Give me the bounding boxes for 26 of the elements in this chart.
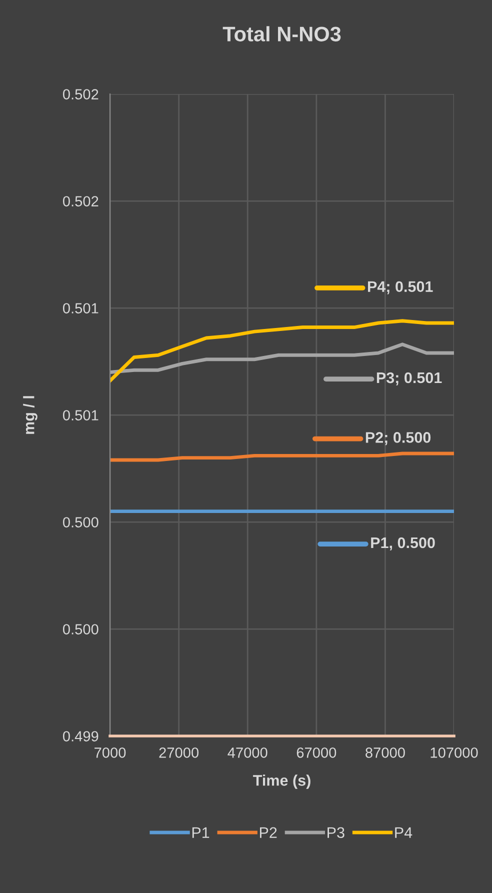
line-series [110,342,454,374]
x-tick-label: 47000 [228,748,268,758]
legend-label: P2 [260,827,277,838]
annotation: P3; 0.501 [376,372,442,386]
y-tick-label: 0.501 [62,303,98,314]
x-axis-title: Time (s) [253,774,310,789]
x-tick-label: 67000 [296,748,336,758]
y-tick-label: 0.502 [62,89,98,100]
x-tick-label: 7000 [94,748,126,758]
y-tick-label: 0.501 [62,410,98,420]
chart-title: Total N-NO3 [222,26,341,42]
x-tick-label: 27000 [159,748,199,758]
legend-label: P1 [192,827,210,838]
y-tick-label: 0.500 [62,624,98,634]
legend-label: P3 [328,827,344,838]
annotation: P4; 0.501 [368,281,433,294]
annotation: P2; 0.500 [366,432,431,446]
x-tick-label: 87000 [366,748,405,758]
y-tick-label: 0.502 [62,196,98,206]
annotation: P1, 0.500 [371,537,435,550]
line-series [110,452,454,462]
y-tick-label: 0.499 [62,731,98,742]
y-axis-title: mg / l [23,396,38,434]
y-tick-label: 0.500 [62,517,98,528]
legend-label: P4 [395,827,412,838]
x-tick-label: 107000 [430,748,478,758]
